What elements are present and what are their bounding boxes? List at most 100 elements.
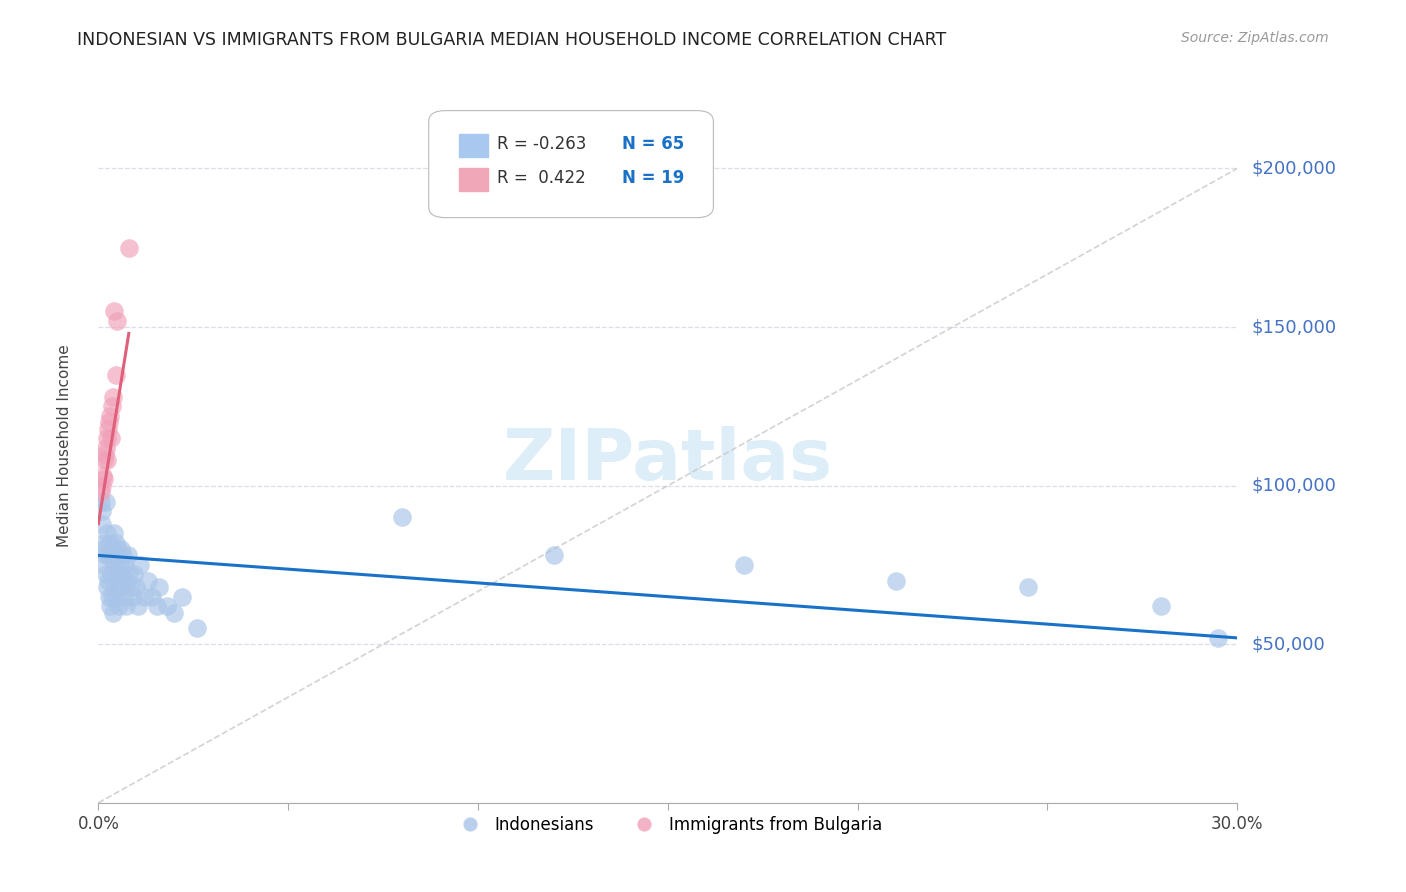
Point: [186, 621, 208, 635]
Point: [105, 549, 128, 563]
Text: $50,000: $50,000: [1251, 635, 1324, 653]
Y-axis label: Median Household Income: Median Household Income: [58, 344, 72, 548]
Point: [107, 567, 129, 582]
Point: [120, 580, 142, 594]
Point: [156, 599, 179, 614]
Point: [108, 580, 131, 594]
Point: [733, 558, 755, 572]
Point: [93, 472, 115, 486]
Point: [108, 599, 131, 614]
Point: [112, 590, 135, 604]
Point: [115, 574, 138, 588]
FancyBboxPatch shape: [429, 111, 713, 218]
Point: [543, 549, 565, 563]
Text: INDONESIAN VS IMMIGRANTS FROM BULGARIA MEDIAN HOUSEHOLD INCOME CORRELATION CHART: INDONESIAN VS IMMIGRANTS FROM BULGARIA M…: [77, 31, 946, 49]
Point: [127, 599, 149, 614]
Point: [132, 590, 155, 604]
Point: [97, 590, 120, 604]
Point: [94, 549, 117, 563]
Point: [118, 241, 141, 255]
Point: [101, 549, 124, 563]
Text: ZIPatlas: ZIPatlas: [503, 425, 832, 495]
Point: [93, 453, 115, 467]
Text: $200,000: $200,000: [1251, 160, 1336, 178]
Point: [118, 567, 141, 582]
Point: [884, 574, 907, 588]
Point: [121, 590, 143, 604]
Point: [100, 431, 122, 445]
Bar: [460, 169, 488, 191]
Point: [1018, 580, 1040, 594]
Point: [93, 535, 115, 549]
Point: [110, 542, 132, 557]
Point: [117, 549, 139, 563]
Point: [141, 590, 163, 604]
Point: [114, 558, 136, 572]
Point: [112, 549, 135, 563]
Text: $150,000: $150,000: [1251, 318, 1336, 336]
Point: [91, 469, 114, 483]
Point: [100, 542, 122, 557]
Legend: Indonesians, Immigrants from Bulgaria: Indonesians, Immigrants from Bulgaria: [447, 810, 889, 841]
Text: N = 19: N = 19: [623, 169, 685, 187]
Point: [97, 421, 120, 435]
Point: [97, 549, 120, 563]
Text: R = -0.263: R = -0.263: [498, 136, 586, 153]
Point: [103, 526, 125, 541]
Point: [98, 415, 121, 429]
Point: [111, 567, 134, 582]
Point: [1150, 599, 1173, 614]
Text: N = 65: N = 65: [623, 136, 685, 153]
Point: [91, 516, 114, 531]
Text: $100,000: $100,000: [1251, 476, 1336, 495]
Point: [148, 580, 170, 594]
Point: [163, 606, 186, 620]
Point: [90, 485, 112, 500]
Point: [103, 580, 125, 594]
Point: [94, 447, 117, 461]
Point: [100, 400, 122, 414]
Point: [98, 549, 121, 563]
Point: [146, 599, 169, 614]
Point: [114, 599, 136, 614]
Point: [98, 599, 121, 614]
Point: [96, 431, 118, 445]
Point: [91, 504, 114, 518]
Text: Source: ZipAtlas.com: Source: ZipAtlas.com: [1181, 31, 1329, 45]
Point: [94, 567, 117, 582]
Point: [125, 580, 148, 594]
Point: [110, 558, 132, 572]
Point: [104, 368, 127, 382]
Point: [91, 542, 114, 557]
Point: [97, 535, 120, 549]
Bar: [460, 134, 488, 157]
Point: [103, 304, 125, 318]
Point: [170, 590, 193, 604]
Point: [110, 580, 132, 594]
Point: [391, 510, 413, 524]
Point: [107, 314, 129, 328]
Point: [107, 542, 129, 557]
Point: [104, 590, 127, 604]
Point: [100, 590, 122, 604]
Point: [90, 494, 112, 508]
Point: [98, 409, 121, 423]
Point: [97, 574, 120, 588]
Point: [100, 567, 122, 582]
Point: [1208, 631, 1230, 645]
Point: [129, 558, 152, 572]
Point: [136, 574, 159, 588]
Point: [96, 526, 118, 541]
Text: R =  0.422: R = 0.422: [498, 169, 586, 187]
Point: [124, 567, 146, 582]
Point: [91, 478, 114, 492]
Point: [94, 494, 117, 508]
Point: [94, 441, 117, 455]
Point: [96, 453, 118, 467]
Point: [96, 580, 118, 594]
Point: [101, 606, 124, 620]
Point: [93, 558, 115, 572]
Point: [104, 535, 127, 549]
Point: [103, 558, 125, 572]
Point: [101, 390, 124, 404]
